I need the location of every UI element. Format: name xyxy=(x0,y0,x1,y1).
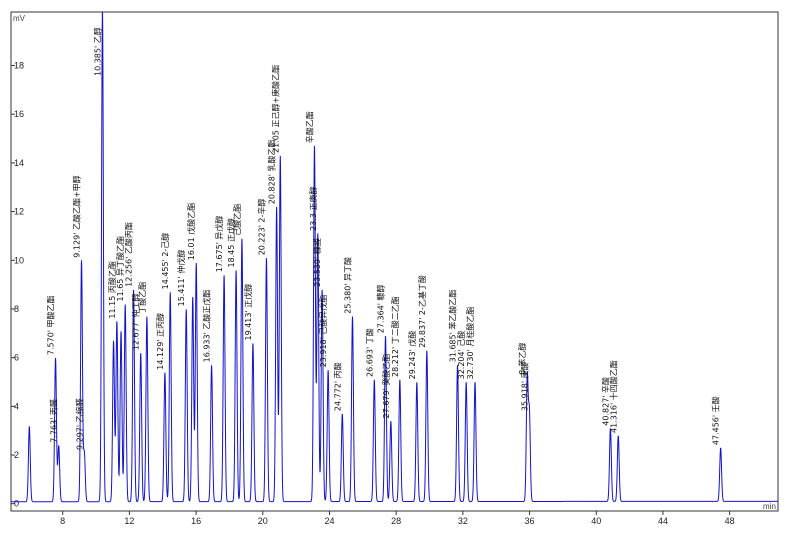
peak-label: 26.693' 丁酸 xyxy=(364,328,374,377)
x-tick-label: 40 xyxy=(591,516,601,526)
peak-label: 40.827' 辛酸 xyxy=(600,377,610,426)
y-tick-label: 8 xyxy=(14,304,19,314)
peak-label: 丁酸乙酯 xyxy=(137,282,147,314)
peak-label: 12.677' 仲丁醇 xyxy=(131,293,141,350)
peak-label: 14.129' 正丙醇 xyxy=(155,313,165,370)
peak-label: 23.918' 己酸异戊酯 xyxy=(318,295,328,368)
y-tick-label: 14 xyxy=(14,158,24,168)
peak-label: 32.730' 月桂酸乙酯 xyxy=(465,307,475,380)
peak-label: 20.223' 2-辛醇 xyxy=(256,199,266,256)
y-tick-label: 18 xyxy=(14,61,24,71)
peak-label: 32.204' 己酸 xyxy=(456,331,466,380)
x-tick-label: 48 xyxy=(725,516,735,526)
x-tick-label: 16 xyxy=(191,516,201,526)
y-tick-label: 0 xyxy=(14,499,19,509)
x-tick-label: 44 xyxy=(658,516,668,526)
y-tick-label: 6 xyxy=(14,353,19,363)
peak-label: 23.539' 糠醛 xyxy=(312,238,322,287)
plot-frame xyxy=(10,11,779,512)
peak-label: 25.380' 异丁酸 xyxy=(343,257,353,314)
signal-trace xyxy=(11,11,778,503)
peak-label: 己酸乙酯 xyxy=(232,204,242,236)
x-tick-label: 36 xyxy=(525,516,535,526)
peak-label: 41.316' 十四酸乙酯 xyxy=(608,360,618,433)
peak-label: 29.837' 2-乙基丁酸 xyxy=(417,275,427,348)
peak-label: 27.364' 糠醇 xyxy=(376,284,386,333)
peak-label: 29.243' 戊酸 xyxy=(407,331,417,380)
peak-label: 21.05 正己醇+庚酸乙酯 xyxy=(270,65,280,153)
peak-label: 9.297' 乙缩醛 xyxy=(74,398,84,450)
x-tick-label: 12 xyxy=(124,516,134,526)
peak-label: 14.455' 2-己醇 xyxy=(160,233,170,290)
peak-label: β-苯乙醇 xyxy=(517,343,527,375)
peak-label: 17.675' 异戊醇 xyxy=(214,216,224,273)
peak-label: 47.456' 壬酸 xyxy=(711,396,721,445)
x-tick-label: 8 xyxy=(60,516,65,526)
peak-label: 7.570' 甲酸乙酯 xyxy=(46,295,56,355)
peak-label: 11.15 丙酸乙酯 xyxy=(107,261,117,318)
x-unit-label: min xyxy=(763,502,776,511)
x-tick-label: 24 xyxy=(324,516,334,526)
x-tick-label: 32 xyxy=(458,516,468,526)
x-tick-label: 20 xyxy=(258,516,268,526)
peak-label: 7.763' 丙醛 xyxy=(49,399,59,443)
x-tick-label: 28 xyxy=(391,516,401,526)
peak-label: 辛酸乙酯 xyxy=(305,111,315,143)
peak-label: 18.45 正戊醇 xyxy=(226,218,236,267)
peak-label: 20.828' 乳酸乙酯 xyxy=(267,139,277,204)
y-tick-label: 10 xyxy=(14,255,24,265)
peak-label: 31.685' 苯乙酸乙酯 xyxy=(448,290,458,363)
peak-label: 15.411' 仲戊醇 xyxy=(176,250,186,307)
peak-label: 23.3 正庚醇 xyxy=(308,187,318,231)
peak-label: 24.772' 丙酸 xyxy=(332,362,342,411)
peak-label: 9.129' 乙酸乙酯+甲醇 xyxy=(72,175,82,257)
peak-label: 27.679' 癸酸乙酯 xyxy=(381,354,391,419)
peak-label: 16.933' 乙酸正戊酯 xyxy=(202,290,212,363)
peak-label: 19.413' 正戊醇 xyxy=(243,284,253,341)
peak-label: 11.65 异丁酸乙酯 xyxy=(115,236,125,301)
peak-label: 35.918' 庚酸 xyxy=(519,362,529,411)
peak-label: 16.01 戊酸乙酯 xyxy=(186,203,196,260)
peak-label: 28.212' 丁二酸二乙酯 xyxy=(390,296,400,377)
y-unit-label: mV xyxy=(13,14,26,23)
y-tick-label: 16 xyxy=(14,109,24,119)
y-tick-label: 12 xyxy=(14,207,24,217)
y-tick-label: 4 xyxy=(14,401,19,411)
y-tick-label: 2 xyxy=(14,450,19,460)
peak-label: 12.256' 乙酸丙酯 xyxy=(124,222,134,287)
peak-label: 10.385' 乙醇 xyxy=(93,27,103,76)
